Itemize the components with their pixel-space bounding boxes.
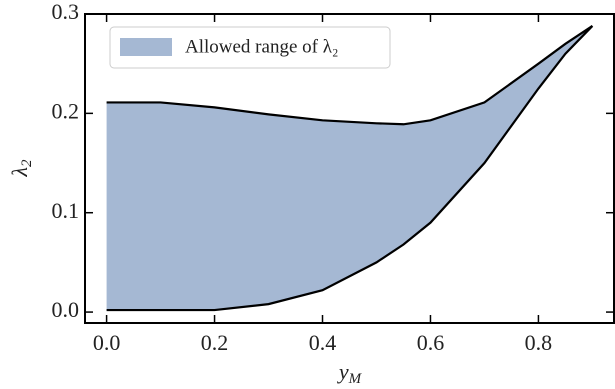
x-tick-label: 0.2 — [201, 330, 229, 355]
x-axis-label-sub: M — [348, 371, 363, 387]
allowed-area — [106, 25, 593, 311]
x-tick-label: 0.0 — [93, 330, 121, 355]
y-tick-label: 0.1 — [52, 198, 80, 223]
legend-text: Allowed range of λ₂ — [185, 36, 339, 57]
y-tick-label: 0.0 — [52, 297, 80, 322]
legend-box — [109, 26, 391, 69]
x-axis-label: yM — [337, 359, 363, 387]
y-axis-label-base: λ — [7, 167, 32, 178]
x-tick-label: 0.8 — [525, 330, 553, 355]
y-axis-label: λ2 — [7, 159, 35, 178]
lower-bound-line — [106, 25, 594, 312]
plot-frame — [84, 13, 615, 324]
y-tick-label: 0.2 — [52, 98, 80, 123]
upper-bound-line — [106, 25, 594, 126]
legend-swatch — [120, 38, 172, 56]
x-tick-label: 0.6 — [417, 330, 445, 355]
x-tick-label: 0.4 — [309, 330, 337, 355]
y-axis-label-sub: 2 — [19, 159, 35, 167]
x-axis-label-base: y — [337, 359, 349, 384]
y-tick-label: 0.3 — [52, 0, 80, 24]
